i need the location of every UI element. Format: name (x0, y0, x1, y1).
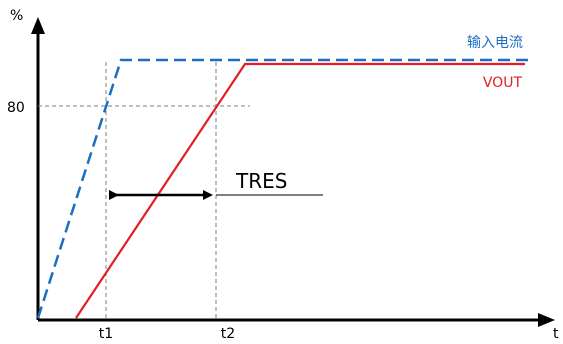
input-current-curve (36, 58, 530, 319)
y-unit-label: % (10, 8, 23, 24)
input-current-label: 输入电流 (467, 35, 523, 51)
tres-label: TRES (235, 169, 287, 193)
x-unit-label: t (553, 326, 559, 342)
y-axis-arrow-icon (31, 17, 45, 34)
vout-curve (75, 62, 525, 319)
x-tick-t1: t1 (99, 326, 113, 342)
x-tick-t2: t2 (221, 326, 235, 342)
x-axis-arrow-icon (538, 313, 555, 327)
vout-label: VOUT (483, 75, 523, 91)
y-tick-80: 80 (7, 100, 25, 116)
